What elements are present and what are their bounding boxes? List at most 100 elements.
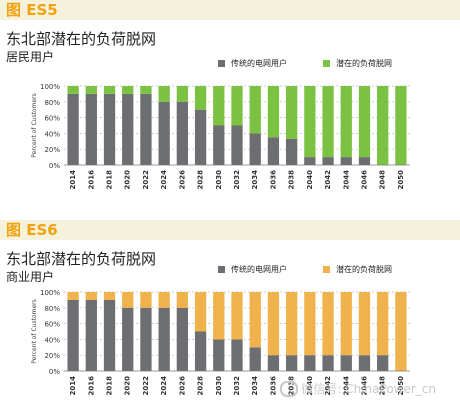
bar-potential [194, 86, 207, 110]
bar-potential [67, 86, 79, 94]
x-tick-label: 2022 [142, 170, 150, 190]
bar-traditional [322, 355, 334, 371]
bar-potential [340, 292, 352, 356]
bar-traditional [122, 93, 134, 165]
y-tick-label: 60% [44, 321, 60, 329]
x-tick-label: 2044 [342, 170, 350, 190]
x-tick-label: 2014 [69, 170, 77, 190]
bar-potential [249, 86, 261, 134]
bar-potential [358, 292, 371, 356]
x-tick-label: 2018 [106, 376, 114, 396]
legend-label-traditional: 传统的电网用户 [231, 265, 287, 274]
x-tick-label: 2048 [379, 170, 387, 190]
wechat-icon [280, 381, 299, 397]
y-tick-label: 80% [44, 305, 60, 313]
x-tick-label: 2034 [251, 376, 259, 396]
bar-potential [285, 86, 298, 139]
stacked-bar-chart: 0% 20% 40% 60% 80% 100%Percent of Customers 20… [31, 83, 410, 190]
bar-potential [213, 86, 225, 126]
bar-traditional [322, 157, 334, 165]
bar-potential [285, 292, 298, 356]
figure-label: 图 ES6 [6, 221, 58, 239]
bar-traditional [267, 355, 280, 371]
legend-label-traditional: 传统的电网用户 [231, 59, 287, 68]
x-tick-label: 2040 [306, 170, 314, 190]
bar-potential [140, 292, 152, 308]
x-tick-label: 2046 [360, 170, 368, 190]
chart-legend: 传统的电网用户 潜在的负荷脱网 [218, 58, 392, 69]
y-axis-label: Percent of Customers [31, 93, 38, 157]
legend-label-potential: 潜在的负荷脱网 [336, 265, 392, 274]
y-tick-label: 0% [49, 368, 60, 376]
bar-traditional [358, 355, 371, 371]
bar-potential [322, 292, 334, 356]
bar-traditional [231, 125, 243, 165]
watermark: 微信号: ChinaPower_cn [280, 380, 436, 397]
bar-traditional [122, 307, 134, 371]
bar-traditional [67, 93, 79, 165]
y-tick-label: 60% [44, 115, 60, 123]
legend-swatch-traditional [218, 60, 225, 67]
bar-traditional [213, 125, 225, 165]
y-tick-label: 0% [49, 162, 60, 170]
bar-traditional [140, 93, 152, 165]
x-tick-label: 2040 [306, 376, 314, 396]
y-tick-label: 80% [44, 99, 60, 107]
bar-potential [231, 292, 243, 340]
x-tick-label: 2036 [269, 376, 277, 396]
x-tick-label: 2030 [215, 170, 223, 190]
bar-traditional [194, 331, 207, 371]
bar-traditional [231, 339, 243, 371]
bar-traditional [249, 133, 261, 165]
bar-traditional [158, 307, 170, 371]
bar-potential [103, 292, 116, 300]
y-tick-label: 100% [40, 83, 60, 91]
x-tick-label: 2032 [233, 170, 241, 190]
bar-potential [194, 292, 207, 332]
x-tick-label: 2014 [69, 376, 77, 396]
bar-traditional [304, 355, 316, 371]
figure-band [0, 220, 460, 240]
bar-potential [249, 292, 261, 348]
bar-traditional [285, 138, 298, 165]
y-tick-label: 20% [44, 352, 60, 360]
chart-legend: 传统的电网用户 潜在的负荷脱网 [218, 264, 392, 275]
bar-potential [213, 292, 225, 340]
x-tick-label: 2036 [269, 170, 277, 190]
bar-potential [304, 292, 316, 356]
bar-traditional [340, 157, 352, 165]
bar-traditional [176, 101, 189, 165]
bar-potential [103, 86, 116, 94]
bar-potential [85, 86, 97, 94]
bar-traditional [158, 101, 170, 165]
bar-traditional [340, 355, 352, 371]
bar-traditional [176, 307, 189, 371]
x-tick-label: 2024 [160, 376, 168, 396]
x-tick-label: 2042 [324, 376, 332, 396]
bar-traditional [358, 157, 371, 165]
bar-traditional [249, 347, 261, 371]
bar-traditional [267, 137, 280, 165]
y-tick-label: 100% [40, 289, 60, 297]
x-tick-label: 2032 [233, 376, 241, 396]
bar-potential [267, 86, 280, 138]
bar-potential [176, 86, 189, 102]
x-tick-label: 2042 [324, 170, 332, 190]
bar-traditional [304, 157, 316, 165]
x-tick-label: 2028 [197, 170, 205, 190]
bar-potential [122, 292, 134, 308]
bar-traditional [285, 355, 298, 371]
bar-potential [122, 86, 134, 94]
x-tick-label: 2030 [215, 376, 223, 396]
x-tick-label: 2016 [87, 170, 95, 190]
y-axis-label: Percent of Customers [31, 299, 38, 363]
bar-potential [176, 292, 189, 308]
x-tick-label: 2038 [288, 170, 296, 190]
bar-potential [267, 292, 280, 356]
x-tick-label: 2034 [251, 170, 259, 190]
x-tick-label: 2018 [106, 170, 114, 190]
bar-potential [231, 86, 243, 126]
bar-potential [322, 86, 334, 158]
bar-potential [358, 86, 371, 158]
x-tick-label: 2022 [142, 376, 150, 396]
